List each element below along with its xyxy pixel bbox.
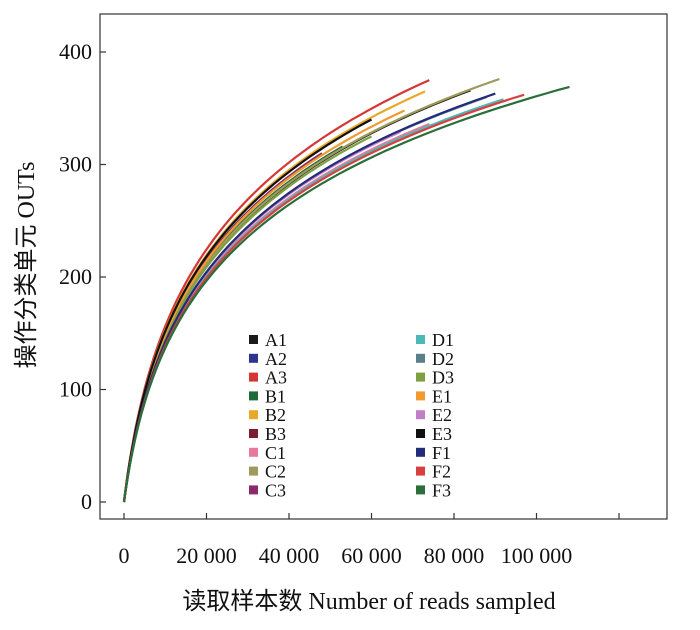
legend-label-f3: F3 <box>432 480 451 500</box>
legend-label-c2: C2 <box>265 462 286 482</box>
y-tick-label: 300 <box>59 152 92 177</box>
legend-swatch-b2 <box>249 410 258 420</box>
series-line-d3 <box>122 135 372 503</box>
y-tick-label: 400 <box>59 39 92 64</box>
x-axis-title: 读取样本数 Number of reads sampled <box>182 588 555 615</box>
series-line-c3 <box>122 152 323 503</box>
series-line-e3 <box>122 118 373 503</box>
legend-swatch-a1 <box>249 335 258 344</box>
legend-swatch-f1 <box>416 447 425 457</box>
legend-label-e3: E3 <box>432 424 452 444</box>
y-tick-label: 0 <box>81 489 92 514</box>
legend-swatch-e1 <box>416 391 425 401</box>
axis-ticks: 0 100 200 300 400 0 20 000 40 000 60 000 80 000 10… <box>59 39 620 568</box>
legend-swatch-b1 <box>249 391 258 401</box>
y-axis-title: 操作分类单元 OUTs <box>13 162 40 369</box>
y-tick-label: 100 <box>59 377 92 402</box>
legend-swatch-f2 <box>416 466 425 476</box>
legend-swatch-e3 <box>416 429 425 438</box>
x-tick-label: 20 000 <box>176 543 237 568</box>
legend-label-a3: A3 <box>265 368 287 388</box>
legend-label-b3: B3 <box>265 424 286 444</box>
legend-swatch-b3 <box>249 429 258 438</box>
legend-label-f1: F1 <box>432 443 451 463</box>
legend-label-d1: D1 <box>432 330 454 350</box>
legend-label-c1: C1 <box>265 443 286 463</box>
legend-swatch-d3 <box>416 372 425 382</box>
legend-swatch-f3 <box>416 485 425 495</box>
legend-swatch-d1 <box>416 335 425 344</box>
x-tick-label: 60 000 <box>341 543 402 568</box>
series-line-a1 <box>122 89 471 503</box>
legend-label-e2: E2 <box>432 405 452 425</box>
legend-label-a2: A2 <box>265 349 287 369</box>
series-lines <box>122 77 570 503</box>
legend-swatch-e2 <box>416 410 425 420</box>
x-tick-label: 80 000 <box>424 543 485 568</box>
legend-label-d3: D3 <box>432 368 454 388</box>
legend-label-f2: F2 <box>432 462 451 482</box>
legend-label-c3: C3 <box>265 480 286 500</box>
legend-swatch-c3 <box>249 485 258 495</box>
plot-frame <box>99 13 668 520</box>
legend-label-a1: A1 <box>265 330 287 350</box>
legend-swatch-a3 <box>249 372 258 382</box>
series-line-f3 <box>122 85 570 503</box>
series-line-b1 <box>122 145 344 503</box>
legend-label-b2: B2 <box>265 405 286 425</box>
legend-swatch-c1 <box>249 447 258 457</box>
x-tick-label: 40 000 <box>259 543 320 568</box>
x-tick-label: 100 000 <box>501 543 573 568</box>
legend-swatch-a2 <box>249 353 258 363</box>
y-tick-label: 200 <box>59 264 92 289</box>
series-line-e2 <box>122 130 401 503</box>
legend-label-e1: E1 <box>432 386 452 406</box>
legend-label-d2: D2 <box>432 349 454 369</box>
legend-label-b1: B1 <box>265 386 286 406</box>
legend-swatch-d2 <box>416 353 425 363</box>
x-tick-label: 0 <box>119 543 130 568</box>
legend-swatch-c2 <box>249 466 258 476</box>
